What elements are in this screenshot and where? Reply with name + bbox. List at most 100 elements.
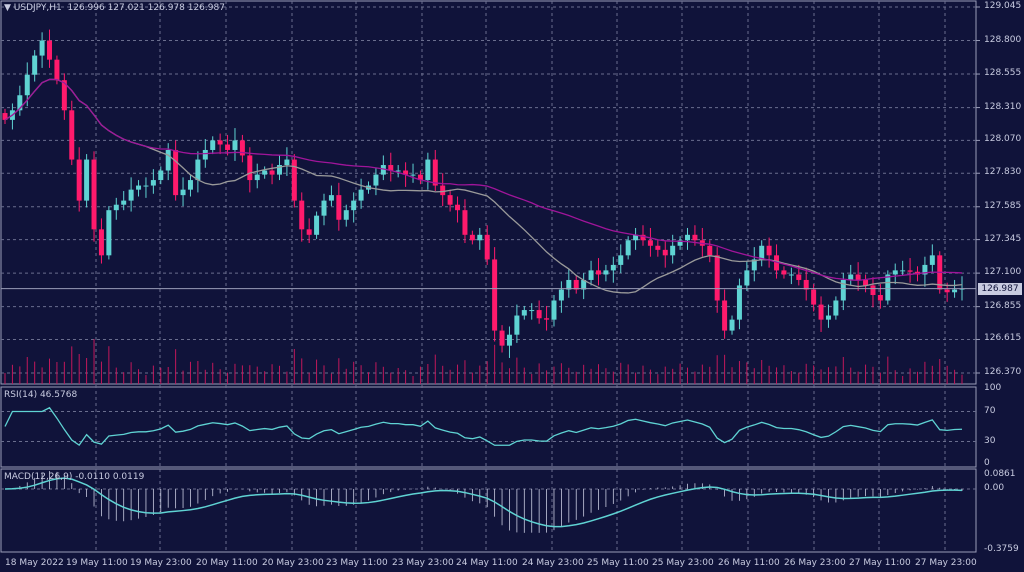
candle-body [291,159,297,201]
candle-body [544,318,550,320]
candle-body [877,295,883,301]
candle-body [811,289,817,305]
candle-body [499,330,505,346]
rsi-label: RSI(14) 46.5768 [4,390,78,400]
candle-body [900,270,906,272]
candle-body [76,159,82,201]
candle-body [803,279,809,290]
candle-body [417,174,423,181]
candle-body [358,189,364,201]
candle-body [24,74,30,96]
candle-body [855,274,861,280]
candle-body [506,334,512,346]
candle-body [625,240,631,256]
candle-body [581,279,587,290]
time-tick: 23 May 11:00 [326,558,388,568]
candle-body [595,270,601,275]
candle-body [128,189,134,201]
candle-body [195,159,201,181]
candle-body [788,274,794,276]
candle-body [536,310,542,319]
candle-body [885,274,891,301]
price-tick: 126.370 [984,367,1022,377]
candle-body [98,229,104,256]
candle-body [907,270,913,272]
candle-body [514,315,520,335]
price-tick: 128.555 [984,68,1022,79]
candle-body [685,234,691,241]
candle-body [2,113,8,120]
price-tick: 127.345 [984,233,1022,244]
candle-body [736,285,742,320]
time-tick: 26 May 23:00 [784,558,846,568]
candle-body [54,59,60,81]
candle-body [840,279,846,301]
candle-body [217,140,223,145]
candle-body [410,174,416,176]
candle-body [180,189,186,196]
candle-body [328,195,334,201]
candle-body [944,289,950,293]
time-tick: 25 May 23:00 [652,558,714,568]
time-tick: 20 May 23:00 [262,558,324,568]
time-tick: 24 May 11:00 [456,558,518,568]
candle-body [39,40,45,56]
macd-tick: -0.3759 [984,544,1019,554]
candle-body [380,165,386,175]
time-tick: 24 May 23:00 [522,558,584,568]
candle-body [892,270,898,275]
candle-body [469,234,475,241]
candle-body [306,229,312,235]
price-tick: 126.615 [984,333,1022,344]
candle-body [373,174,379,186]
pane-frame-0 [0,0,977,385]
candle-body [870,285,876,296]
candle-body [61,80,67,111]
candle-body [722,300,728,331]
rsi-line [4,406,963,447]
candle-body [922,264,928,275]
candle-body [136,185,142,190]
candle-body [573,279,579,290]
price-tick: 128.070 [984,134,1022,145]
price-tick: 129.045 [984,1,1022,11]
candle-body [692,234,698,241]
macd-tick: 0.00 [984,482,1005,493]
candle-body [477,234,483,241]
candle-body [603,270,609,275]
macd-signal-line [4,477,963,528]
candle-body [91,159,97,230]
candle-body [202,149,208,160]
candle-body [647,240,653,246]
time-tick: 27 May 23:00 [915,558,977,568]
candle-body [462,210,468,235]
price-tick: 128.800 [984,34,1022,45]
time-tick: 23 May 23:00 [392,558,454,568]
ma-slow-line [4,78,963,282]
candle-body [610,264,616,271]
candle-body [121,200,127,205]
candle-body [247,155,253,181]
candle-body [952,289,958,293]
candle-body [314,215,320,235]
candle-body [751,259,757,271]
candle-body [677,240,683,246]
candle-body [299,200,305,230]
candle-body [670,245,676,256]
candle-body [239,140,245,156]
candle-body [388,165,394,171]
candle-body [336,195,342,220]
candle-body [173,149,179,196]
candle-body [714,255,720,301]
candle-body [69,110,75,160]
time-tick: 27 May 11:00 [849,558,911,568]
candle-body [633,234,639,241]
time-tick: 20 May 11:00 [196,558,258,568]
candle-body [425,159,431,181]
candle-body [150,180,156,186]
candle-body [929,255,935,265]
candle-body [848,274,854,280]
candle-body [447,195,453,205]
candle-body [796,274,802,280]
